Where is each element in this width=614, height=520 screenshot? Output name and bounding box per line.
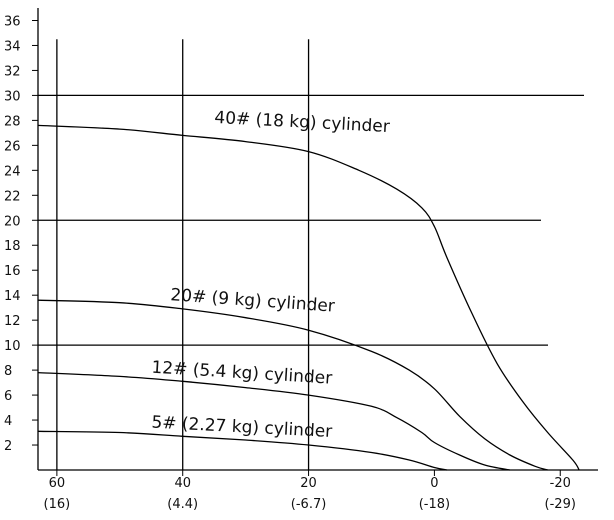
y-tick-label: 34	[4, 39, 21, 54]
y-tick-label: 12	[4, 314, 21, 329]
x-tick-sublabel: (16)	[44, 497, 71, 512]
y-tick-label: 6	[4, 389, 12, 404]
y-tick-label: 10	[4, 339, 21, 354]
y-tick-label: 16	[4, 264, 21, 279]
series-label: 20# (9 kg) cylinder	[170, 285, 336, 316]
y-tick-label: 30	[4, 89, 21, 104]
series-line-1	[37, 124, 580, 471]
x-tick-label: 40	[174, 476, 191, 491]
y-tick-label: 24	[4, 164, 21, 179]
series-label: 40# (18 kg) cylinder	[214, 108, 390, 137]
y-tick-label: 32	[4, 64, 21, 79]
y-tick-label: 18	[4, 239, 21, 254]
x-tick-label: -20	[550, 476, 571, 491]
y-tick-label: 2	[4, 439, 12, 454]
series-line-2	[37, 299, 548, 471]
x-tick-sublabel: (-18)	[419, 497, 450, 512]
x-tick-label: 0	[430, 476, 438, 491]
series-line-4	[37, 430, 448, 471]
series-label: 5# (2.27 kg) cylinder	[151, 413, 333, 442]
series-label: 12# (5.4 kg) cylinder	[151, 358, 333, 389]
y-tick-label: 28	[4, 114, 21, 129]
x-tick-sublabel: (-6.7)	[291, 497, 327, 512]
x-tick-label: 60	[49, 476, 66, 491]
y-tick-label: 14	[4, 289, 21, 304]
y-tick-label: 4	[4, 414, 12, 429]
x-tick-sublabel: (4.4)	[167, 497, 198, 512]
x-tick-sublabel: (-29)	[545, 497, 576, 512]
y-tick-label: 8	[4, 364, 12, 379]
y-tick-label: 26	[4, 139, 21, 154]
y-tick-label: 22	[4, 189, 21, 204]
y-tick-label: 36	[4, 14, 21, 29]
y-tick-label: 20	[4, 214, 21, 229]
series-line-3	[37, 371, 511, 471]
x-tick-label: 20	[300, 476, 317, 491]
